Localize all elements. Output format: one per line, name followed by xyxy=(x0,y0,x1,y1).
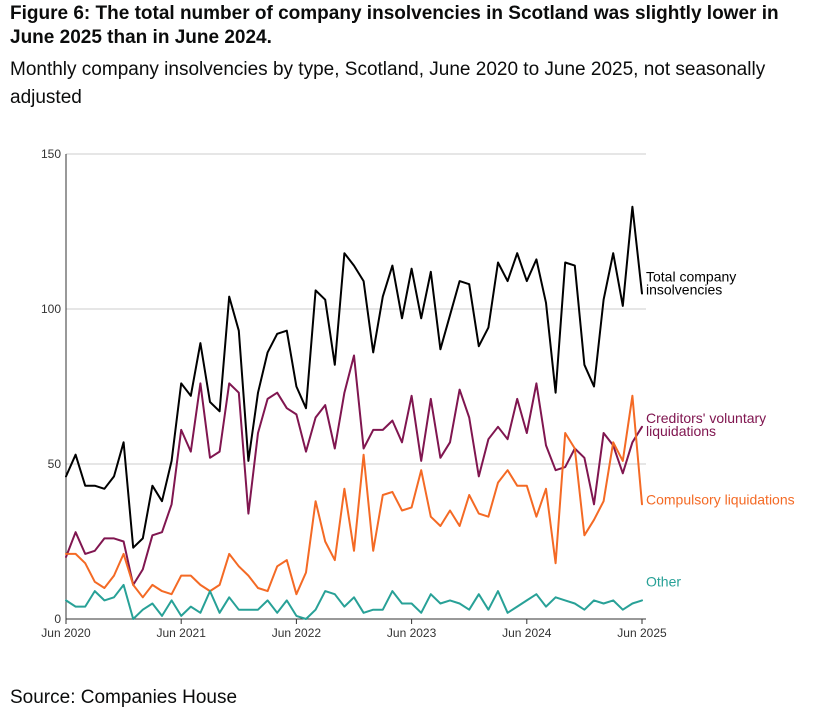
series-lines xyxy=(65,205,643,620)
series-line xyxy=(65,205,643,549)
series-label: Creditors' voluntary xyxy=(646,410,766,426)
axes: 0 50 100 150 Jun 2020 Jun 2021 Jun 2022 Jun 202… xyxy=(41,147,667,640)
x-tick-label: Jun 2022 xyxy=(272,626,322,640)
series-label: liquidations xyxy=(646,423,716,439)
figure-subtitle: Monthly company insolvencies by type, Sc… xyxy=(10,59,766,108)
x-tick-label: Jun 2025 xyxy=(617,626,667,640)
gridlines xyxy=(66,153,646,465)
y-tick-label: 150 xyxy=(41,147,61,161)
x-tick-label: Jun 2024 xyxy=(502,626,552,640)
figure-title: Figure 6: The total number of company in… xyxy=(10,3,779,48)
line-chart: 0 50 100 150 Jun 2020 Jun 2021 Jun 2022 Jun 202… xyxy=(41,147,795,640)
series-label: Total company xyxy=(646,269,736,285)
y-tick-label: 50 xyxy=(48,457,62,471)
y-tick-label: 100 xyxy=(41,302,61,316)
series-line xyxy=(65,394,643,599)
source-note: Source: Companies House xyxy=(10,687,238,708)
series-label: Compulsory liquidations xyxy=(646,491,795,507)
series-label: insolvencies xyxy=(646,282,722,298)
y-tick-label: 0 xyxy=(54,612,61,626)
series-line xyxy=(65,583,643,620)
series-line xyxy=(65,354,643,586)
series-label: Other xyxy=(646,573,681,589)
x-tick-label: Jun 2023 xyxy=(387,626,437,640)
x-tick-label: Jun 2021 xyxy=(157,626,207,640)
x-tick-label: Jun 2020 xyxy=(41,626,91,640)
